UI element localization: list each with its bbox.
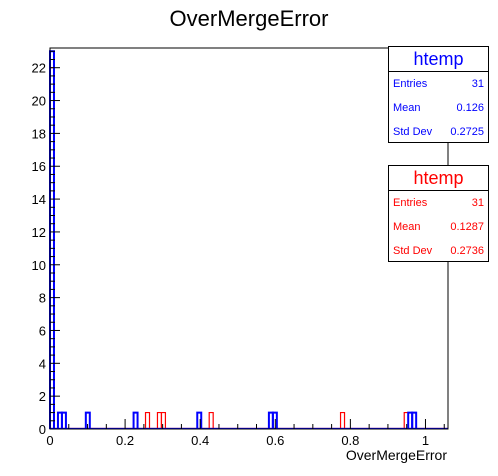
stats-box-red: htemp Entries 31 Mean 0.1287 Std Dev 0.2… xyxy=(388,165,489,262)
histogram-bin xyxy=(160,411,167,429)
x-tick-label: 0.8 xyxy=(341,433,359,448)
stats-box-blue: htemp Entries 31 Mean 0.126 Std Dev 0.27… xyxy=(388,46,489,143)
stats-label: Std Dev xyxy=(393,126,433,138)
y-tick-label: 0 xyxy=(39,422,46,437)
x-tick-label: 0 xyxy=(46,433,53,448)
y-tick-label: 8 xyxy=(39,291,46,306)
y-tick-label: 18 xyxy=(32,126,46,141)
stats-row-std: Std Dev 0.2736 xyxy=(389,239,488,263)
x-tick-label: 0.4 xyxy=(191,433,209,448)
stats-row-std: Std Dev 0.2725 xyxy=(389,120,488,144)
y-tick-label: 6 xyxy=(39,323,46,338)
y-tick-label: 22 xyxy=(32,61,46,76)
stats-row-mean: Mean 0.126 xyxy=(389,96,488,120)
stats-row-entries: Entries 31 xyxy=(389,72,488,96)
chart-title: OverMergeError xyxy=(170,6,329,31)
stats-value: 0.2725 xyxy=(450,126,484,138)
x-tick-label: 0.6 xyxy=(266,433,284,448)
y-tick-label: 16 xyxy=(32,159,46,174)
stats-label: Entries xyxy=(393,78,428,90)
stats-label: Std Dev xyxy=(393,245,433,257)
y-tick-label: 10 xyxy=(32,258,46,273)
stats-value: 31 xyxy=(471,78,484,90)
stats-value: 0.1287 xyxy=(450,221,484,233)
y-tick-label: 14 xyxy=(32,192,46,207)
stats-row-mean: Mean 0.1287 xyxy=(389,215,488,239)
stats-row-entries: Entries 31 xyxy=(389,191,488,215)
histogram-bin xyxy=(84,411,91,429)
stats-value: 31 xyxy=(471,197,484,209)
stats-label: Mean xyxy=(393,102,421,114)
y-tick-label: 12 xyxy=(32,225,46,240)
y-tick-label: 4 xyxy=(39,356,46,371)
x-tick-label: 0.2 xyxy=(116,433,134,448)
stats-label: Entries xyxy=(393,197,428,209)
histogram-bin xyxy=(60,411,67,429)
histogram-bin xyxy=(196,411,203,429)
stats-label: Mean xyxy=(393,221,421,233)
y-tick-label: 20 xyxy=(32,94,46,109)
histogram-bin xyxy=(339,411,346,429)
stats-value: 0.126 xyxy=(456,102,484,114)
stats-title: htemp xyxy=(389,166,488,191)
x-axis-label: OverMergeError xyxy=(346,447,447,463)
histogram-bin xyxy=(411,411,418,429)
histogram-bin xyxy=(208,411,214,429)
histogram-bin xyxy=(144,411,151,429)
stats-value: 0.2736 xyxy=(450,245,484,257)
x-tick-label: 1 xyxy=(422,433,429,448)
histogram-bin xyxy=(132,411,139,429)
histogram-bin xyxy=(271,411,278,429)
y-tick-label: 2 xyxy=(39,389,46,404)
stats-title: htemp xyxy=(389,47,488,72)
